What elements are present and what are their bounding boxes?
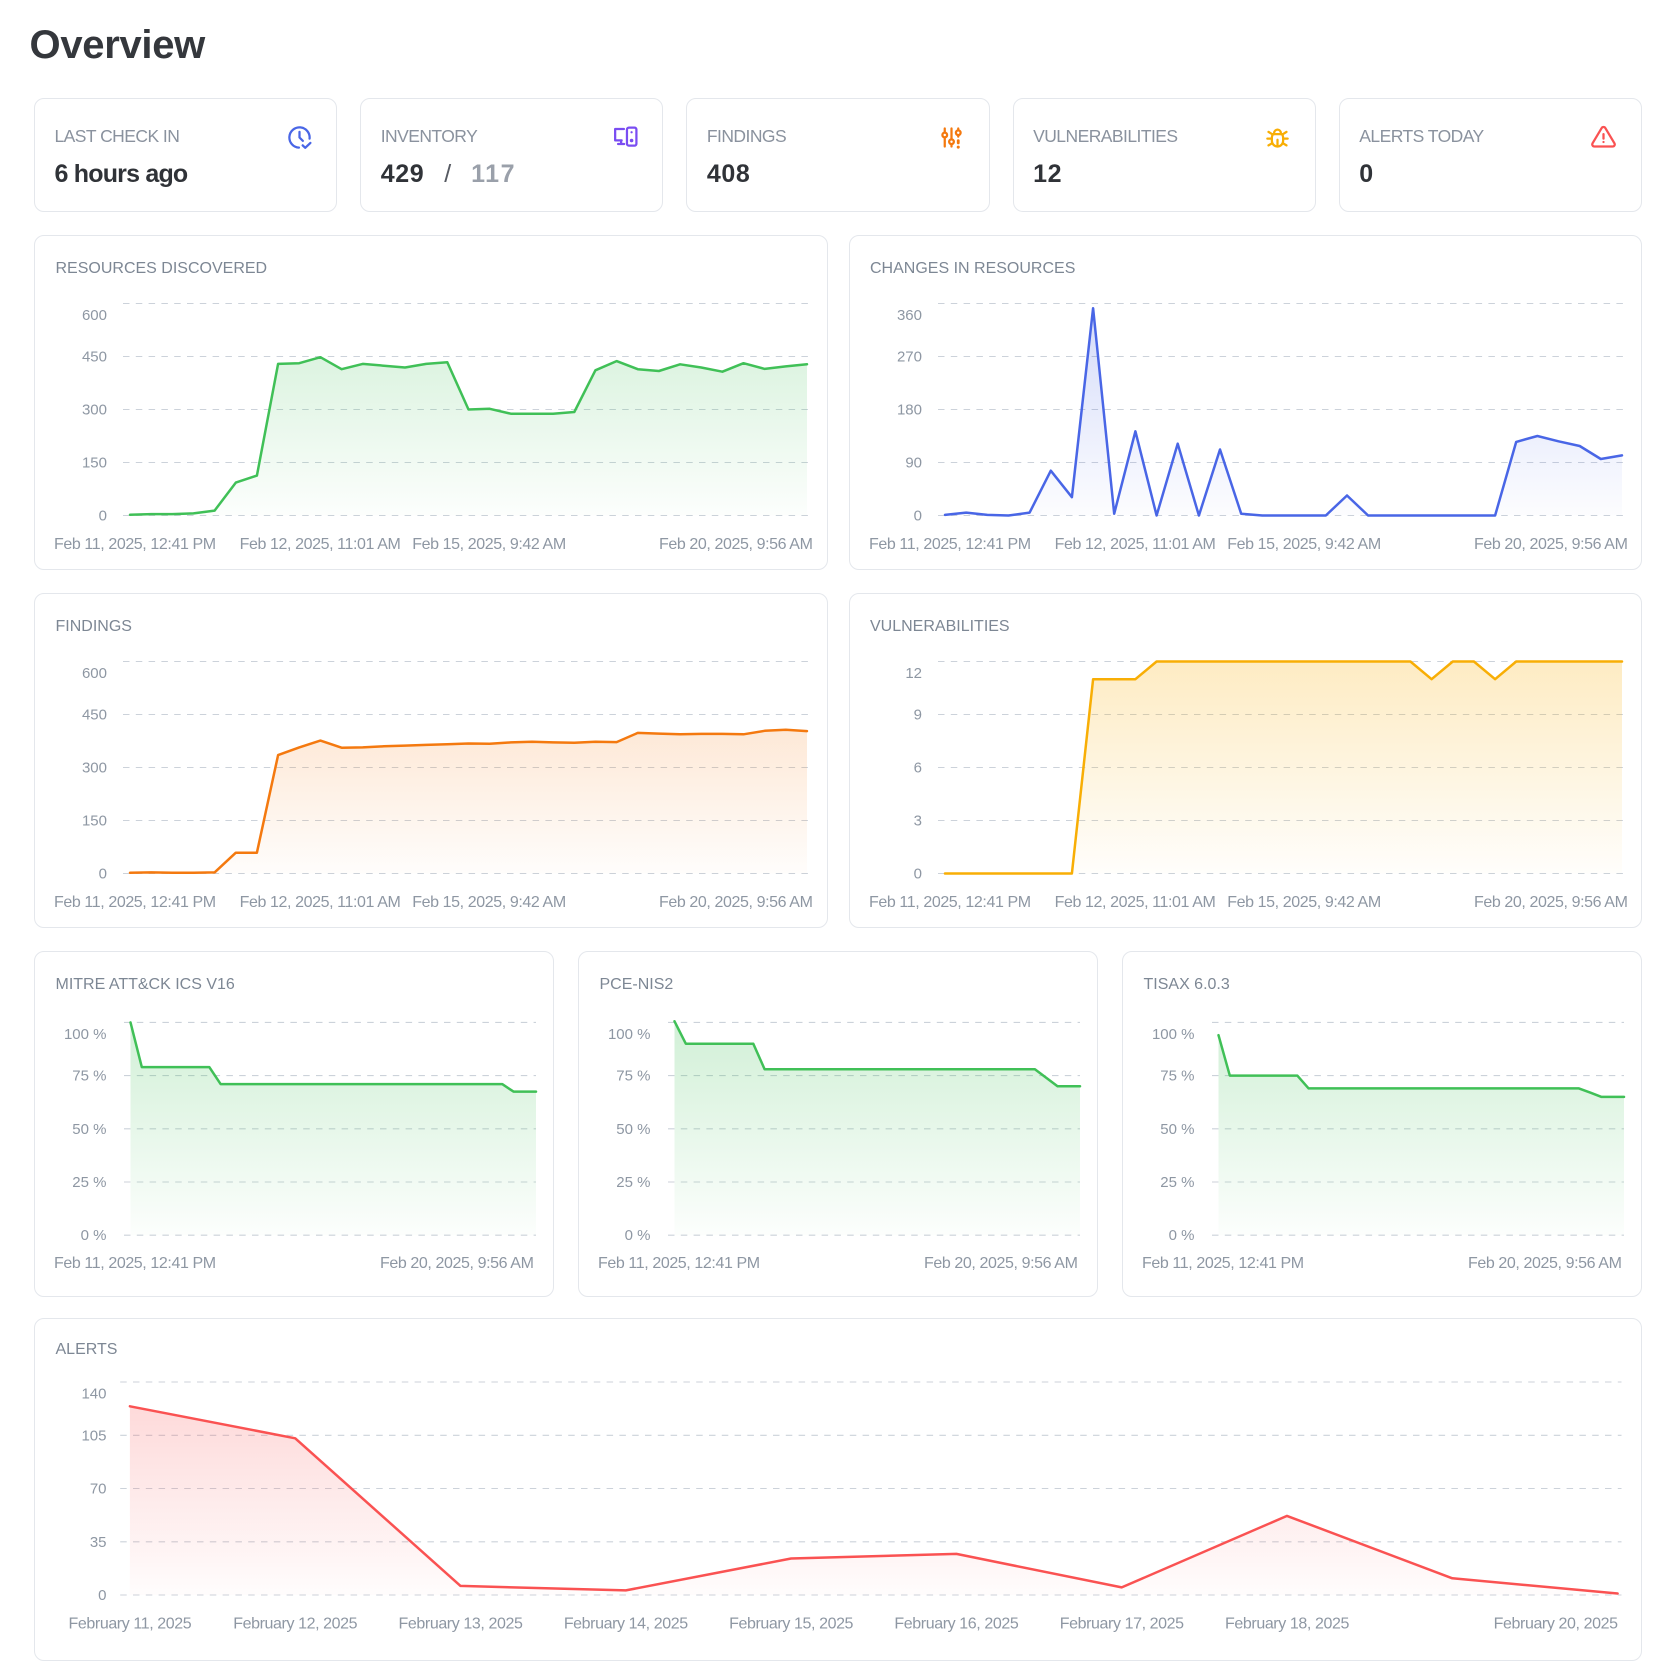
svg-text:6: 6 — [913, 760, 921, 777]
svg-text:35: 35 — [90, 1534, 107, 1551]
svg-text:90: 90 — [905, 455, 922, 472]
svg-text:105: 105 — [81, 1427, 106, 1444]
svg-text:150: 150 — [82, 813, 107, 830]
svg-text:February 14, 2025: February 14, 2025 — [564, 1616, 688, 1633]
svg-text:100 %: 100 % — [608, 1026, 651, 1043]
svg-text:70: 70 — [90, 1481, 107, 1498]
svg-text:0: 0 — [99, 508, 107, 525]
svg-text:Feb 20, 2025, 9:56 AM: Feb 20, 2025, 9:56 AM — [659, 894, 813, 911]
svg-text:12: 12 — [905, 665, 922, 682]
svg-text:3: 3 — [913, 813, 921, 830]
svg-text:Feb 20, 2025, 9:56 AM: Feb 20, 2025, 9:56 AM — [924, 1255, 1078, 1272]
svg-text:February 20, 2025: February 20, 2025 — [1494, 1616, 1618, 1633]
svg-text:Feb 12, 2025, 11:01 AM: Feb 12, 2025, 11:01 AM — [240, 536, 401, 553]
svg-text:0 %: 0 % — [1169, 1227, 1195, 1244]
svg-text:140: 140 — [81, 1386, 106, 1403]
svg-text:February 18, 2025: February 18, 2025 — [1225, 1616, 1349, 1633]
svg-text:50 %: 50 % — [72, 1121, 106, 1138]
svg-text:Feb 20, 2025, 9:56 AM: Feb 20, 2025, 9:56 AM — [380, 1255, 534, 1272]
svg-text:0 %: 0 % — [625, 1227, 651, 1244]
svg-text:Feb 20, 2025, 9:56 AM: Feb 20, 2025, 9:56 AM — [1474, 894, 1628, 911]
svg-text:600: 600 — [82, 307, 107, 324]
svg-text:300: 300 — [82, 402, 107, 419]
svg-text:450: 450 — [82, 349, 107, 366]
svg-text:February 15, 2025: February 15, 2025 — [729, 1616, 853, 1633]
svg-text:75 %: 75 % — [616, 1068, 650, 1085]
svg-text:0: 0 — [913, 508, 921, 525]
svg-text:Feb 12, 2025, 11:01 AM: Feb 12, 2025, 11:01 AM — [1054, 536, 1215, 553]
svg-text:February 16, 2025: February 16, 2025 — [894, 1616, 1018, 1633]
svg-text:270: 270 — [896, 349, 921, 366]
svg-text:360: 360 — [896, 307, 921, 324]
svg-text:25 %: 25 % — [616, 1174, 650, 1191]
svg-text:February 12, 2025: February 12, 2025 — [233, 1616, 357, 1633]
svg-text:450: 450 — [82, 707, 107, 724]
svg-text:Feb 12, 2025, 11:01 AM: Feb 12, 2025, 11:01 AM — [240, 894, 401, 911]
svg-text:100 %: 100 % — [64, 1026, 107, 1043]
svg-text:75 %: 75 % — [1160, 1068, 1194, 1085]
svg-text:Feb 11, 2025, 12:41 PM: Feb 11, 2025, 12:41 PM — [54, 536, 216, 553]
svg-text:600: 600 — [82, 665, 107, 682]
svg-text:Feb 15, 2025, 9:42 AM: Feb 15, 2025, 9:42 AM — [1227, 894, 1381, 911]
svg-text:9: 9 — [913, 707, 921, 724]
svg-text:Feb 11, 2025, 12:41 PM: Feb 11, 2025, 12:41 PM — [54, 1255, 216, 1272]
svg-text:0: 0 — [99, 866, 107, 883]
svg-text:180: 180 — [896, 402, 921, 419]
svg-text:300: 300 — [82, 760, 107, 777]
svg-text:0: 0 — [98, 1587, 106, 1604]
svg-text:Feb 11, 2025, 12:41 PM: Feb 11, 2025, 12:41 PM — [1142, 1255, 1304, 1272]
svg-text:Feb 11, 2025, 12:41 PM: Feb 11, 2025, 12:41 PM — [598, 1255, 760, 1272]
svg-text:Feb 15, 2025, 9:42 AM: Feb 15, 2025, 9:42 AM — [1227, 536, 1381, 553]
svg-text:Feb 20, 2025, 9:56 AM: Feb 20, 2025, 9:56 AM — [1474, 536, 1628, 553]
svg-text:Feb 12, 2025, 11:01 AM: Feb 12, 2025, 11:01 AM — [1054, 894, 1215, 911]
svg-text:25 %: 25 % — [72, 1174, 106, 1191]
svg-text:February 11, 2025: February 11, 2025 — [69, 1616, 192, 1633]
svg-text:February 13, 2025: February 13, 2025 — [399, 1616, 523, 1633]
svg-text:Feb 20, 2025, 9:56 AM: Feb 20, 2025, 9:56 AM — [1468, 1255, 1622, 1272]
svg-text:0 %: 0 % — [81, 1227, 107, 1244]
svg-text:0: 0 — [913, 866, 921, 883]
svg-text:Feb 15, 2025, 9:42 AM: Feb 15, 2025, 9:42 AM — [412, 894, 566, 911]
svg-text:Feb 11, 2025, 12:41 PM: Feb 11, 2025, 12:41 PM — [54, 894, 216, 911]
svg-text:50 %: 50 % — [1160, 1121, 1194, 1138]
svg-text:February 17, 2025: February 17, 2025 — [1060, 1616, 1184, 1633]
svg-text:25 %: 25 % — [1160, 1174, 1194, 1191]
svg-text:Feb 11, 2025, 12:41 PM: Feb 11, 2025, 12:41 PM — [869, 536, 1031, 553]
svg-text:50 %: 50 % — [616, 1121, 650, 1138]
svg-text:Feb 15, 2025, 9:42 AM: Feb 15, 2025, 9:42 AM — [412, 536, 566, 553]
svg-text:75 %: 75 % — [72, 1068, 106, 1085]
svg-text:Feb 11, 2025, 12:41 PM: Feb 11, 2025, 12:41 PM — [869, 894, 1031, 911]
svg-text:Feb 20, 2025, 9:56 AM: Feb 20, 2025, 9:56 AM — [659, 536, 813, 553]
svg-text:100 %: 100 % — [1152, 1026, 1195, 1043]
svg-text:150: 150 — [82, 455, 107, 472]
